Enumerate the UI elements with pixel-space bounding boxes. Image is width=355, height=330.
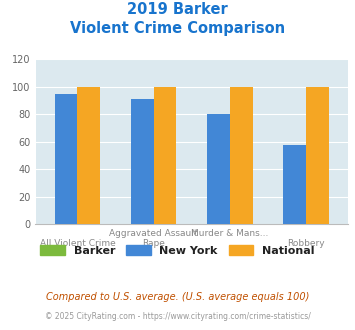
Text: Rape: Rape xyxy=(142,239,165,248)
Bar xyxy=(306,87,329,224)
Bar xyxy=(283,145,306,224)
Text: Robbery: Robbery xyxy=(287,239,325,248)
Bar xyxy=(77,87,100,224)
Text: 2019 Barker: 2019 Barker xyxy=(127,2,228,16)
Bar xyxy=(207,115,230,224)
Text: Aggravated Assault: Aggravated Assault xyxy=(109,229,198,238)
Bar xyxy=(230,87,253,224)
Text: © 2025 CityRating.com - https://www.cityrating.com/crime-statistics/: © 2025 CityRating.com - https://www.city… xyxy=(45,312,310,321)
Text: Violent Crime Comparison: Violent Crime Comparison xyxy=(70,21,285,36)
Text: Compared to U.S. average. (U.S. average equals 100): Compared to U.S. average. (U.S. average … xyxy=(46,292,309,302)
Text: All Violent Crime: All Violent Crime xyxy=(39,239,115,248)
Bar xyxy=(55,94,77,224)
Bar xyxy=(131,99,154,224)
Text: Murder & Mans...: Murder & Mans... xyxy=(191,229,268,238)
Legend: Barker, New York, National: Barker, New York, National xyxy=(36,240,319,260)
Bar xyxy=(154,87,176,224)
